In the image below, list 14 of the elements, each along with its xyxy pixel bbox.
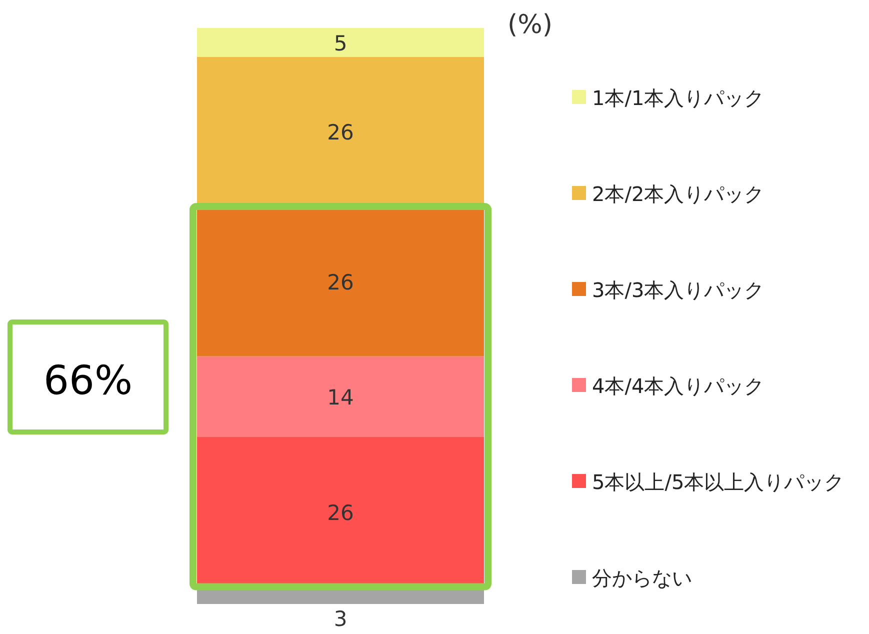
text: 66% [44, 358, 132, 404]
data-label: 26 [327, 120, 354, 145]
data-label: 5 [334, 31, 348, 56]
legend-label: 4本/4本入りパック [592, 374, 764, 398]
legend-label: 3本/3本入りパック [592, 278, 764, 302]
data-label: 26 [327, 500, 354, 525]
y-axis-title: (%) [508, 10, 552, 40]
data-label: 26 [327, 270, 354, 294]
legend-label: 5本以上/5本以上入りパック [592, 470, 844, 494]
data-label: 3 [334, 607, 348, 631]
legend-label: 2本/2本入りパック [592, 182, 764, 206]
legend-label: 1本/1本入りパック [592, 86, 764, 110]
data-label: 14 [327, 386, 354, 410]
legend-label: 分からない [592, 566, 692, 590]
